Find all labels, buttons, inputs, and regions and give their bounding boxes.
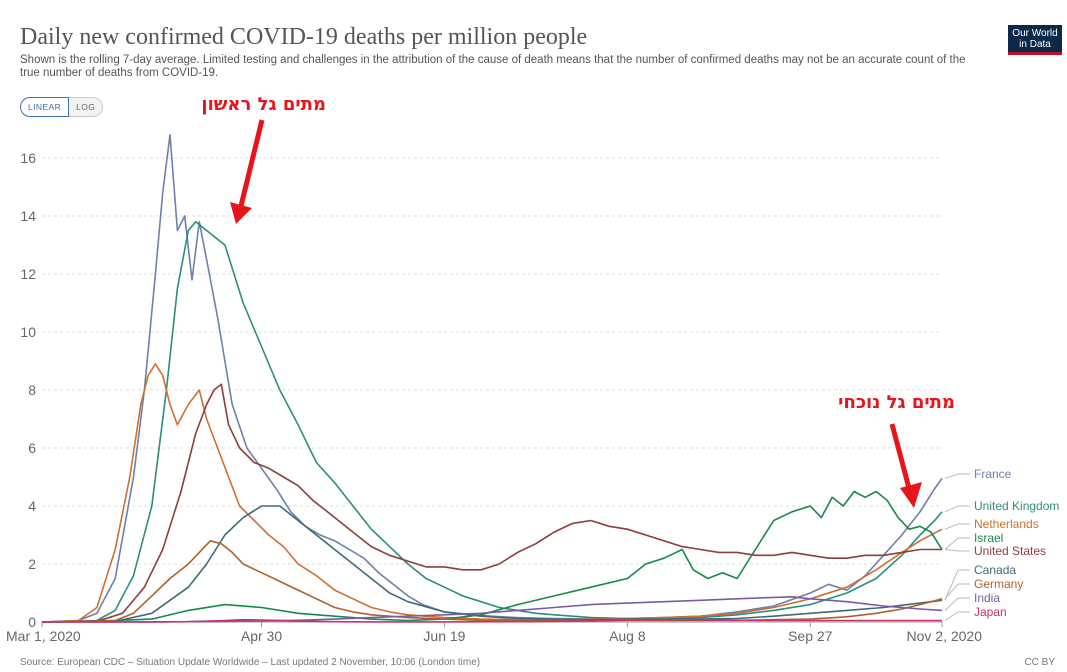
- series-line-united-kingdom[interactable]: [41, 221, 943, 623]
- series-line-japan[interactable]: [41, 618, 942, 623]
- legend-label-germany[interactable]: Germany: [974, 577, 1023, 591]
- legend-label-france[interactable]: France: [974, 467, 1012, 481]
- y-tick-label: 2: [28, 556, 36, 572]
- x-tick-label: Mar 1, 2020: [6, 628, 81, 644]
- x-tick-label: Apr 30: [241, 628, 282, 644]
- annotation-first-wave: מתים גל ראשון: [201, 94, 326, 115]
- y-tick-label: 8: [28, 382, 36, 398]
- legend-connector: [944, 583, 970, 600]
- legend-label-united-states[interactable]: United States: [974, 544, 1046, 558]
- y-tick-label: 4: [28, 498, 36, 514]
- annotation-current-wave: מתים גל נוכחי: [838, 392, 955, 413]
- linear-scale-button[interactable]: LINEAR: [20, 97, 70, 117]
- legend-label-japan[interactable]: Japan: [974, 605, 1007, 619]
- legend-connector: [944, 537, 970, 550]
- legend-label-canada[interactable]: Canada: [974, 563, 1016, 577]
- owid-logo[interactable]: Our World in Data: [1008, 25, 1062, 55]
- annotation-arrowhead-first-wave: [230, 202, 252, 224]
- log-scale-button[interactable]: LOG: [69, 97, 104, 117]
- x-tick-label: Nov 2, 2020: [907, 628, 983, 644]
- y-tick-label: 16: [20, 150, 36, 166]
- x-tick-label: Jun 19: [423, 628, 465, 644]
- legend-label-israel[interactable]: Israel: [974, 531, 1003, 545]
- x-tick-label: Sep 27: [788, 628, 833, 644]
- x-tick-label: Aug 8: [609, 628, 646, 644]
- series-line-india[interactable]: [42, 595, 943, 623]
- chart-title: Daily new confirmed COVID-19 deaths per …: [20, 24, 588, 50]
- series-line-united-states[interactable]: [41, 383, 942, 623]
- legend-connector: [944, 473, 970, 479]
- legend-connector: [944, 611, 970, 621]
- series-line-germany[interactable]: [41, 539, 943, 623]
- legend-label-india[interactable]: India: [974, 591, 1000, 605]
- legend-connector: [944, 569, 970, 601]
- license-link[interactable]: CC BY: [1024, 657, 1055, 668]
- y-tick-label: 14: [20, 208, 36, 224]
- series-line-canada[interactable]: [41, 505, 943, 623]
- scale-toggle: LINEAR LOG: [20, 97, 104, 117]
- series-line-netherlands[interactable]: [41, 363, 943, 623]
- y-tick-label: 10: [20, 324, 36, 340]
- y-tick-label: 0: [28, 614, 36, 630]
- legend-label-united-kingdom[interactable]: United Kingdom: [974, 499, 1059, 513]
- series-line-france[interactable]: [41, 134, 943, 623]
- legend-connector: [944, 523, 970, 530]
- legend-connector: [944, 549, 970, 552]
- logo-line-2: in Data: [1019, 39, 1051, 50]
- legend-connector: [944, 597, 970, 611]
- annotation-arrowhead-current-wave: [900, 482, 922, 508]
- legend-connector: [944, 505, 970, 513]
- source-note: Source: European CDC – Situation Update …: [20, 657, 481, 668]
- y-tick-label: 12: [20, 266, 36, 282]
- series-line-israel[interactable]: [41, 490, 943, 623]
- y-tick-label: 6: [28, 440, 36, 456]
- chart-subtitle: Shown is the rolling 7-day average. Limi…: [20, 54, 966, 79]
- annotation-arrow-first-wave: [237, 119, 265, 211]
- annotation-arrow-current-wave: [889, 423, 913, 493]
- logo-line-1: Our World: [1012, 28, 1058, 39]
- legend-label-netherlands[interactable]: Netherlands: [974, 517, 1039, 531]
